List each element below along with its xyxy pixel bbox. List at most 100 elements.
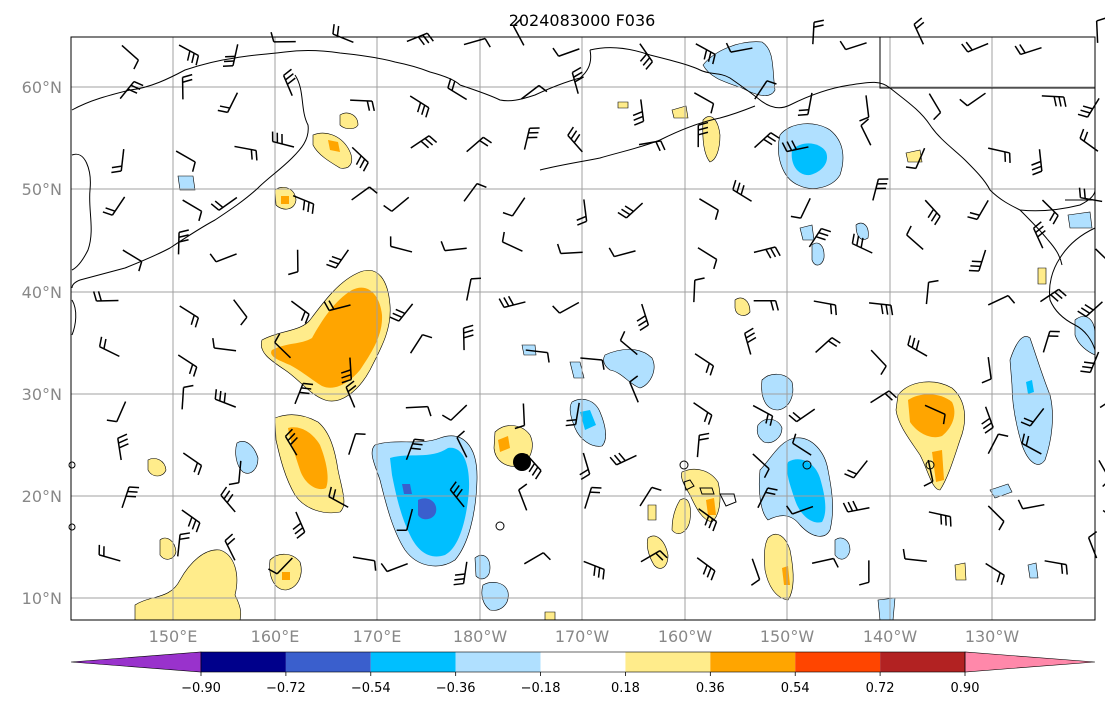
wind-barb: [870, 390, 898, 404]
wind-barb: [512, 18, 525, 46]
negative-anomaly-region: [989, 483, 1013, 499]
colorbar-segment: [540, 652, 626, 672]
negative-anomaly-core: [1026, 380, 1034, 394]
wind-barb: [396, 508, 414, 532]
latitude-label: 60°N: [22, 78, 62, 97]
map-title: 2024083000 F036: [509, 11, 656, 30]
wind-barb: [552, 47, 580, 57]
positive-anomaly-region: [1037, 267, 1047, 285]
colorbar-tick-label: −0.54: [351, 681, 391, 696]
wind-barb: [176, 532, 191, 557]
wind-barb: [177, 354, 198, 377]
wind-barb: [212, 338, 237, 352]
colorbar-tick-label: 0.18: [611, 681, 640, 696]
wind-barb: [498, 295, 526, 309]
wind-barb: [352, 556, 377, 571]
wind-barb: [502, 197, 526, 217]
wind-barb: [501, 231, 523, 252]
wind-barb: [345, 380, 357, 408]
wind-barb: [1080, 351, 1100, 374]
wind-barb: [913, 17, 925, 45]
wind-barb: [813, 300, 837, 316]
wind-barb: [447, 78, 468, 101]
wind-barb: [98, 544, 121, 562]
wind-barb: [791, 433, 812, 456]
coastline-hawaii: [683, 479, 737, 507]
wind-barb: [725, 42, 753, 53]
negative-anomaly-region: [877, 597, 896, 621]
wind-barb: [121, 486, 140, 509]
negative-anomaly-region: [834, 537, 851, 560]
negative-anomaly-region: [1009, 336, 1053, 465]
wind-barb: [576, 199, 588, 226]
colorbar-tick-label: 0.90: [951, 681, 980, 696]
wind-barb: [985, 562, 1005, 586]
coastlines: [68, 37, 1096, 531]
wind-barb: [860, 118, 872, 146]
wind-barb: [523, 127, 540, 150]
latitude-labels: 60°N 50°N 40°N 30°N 20°N 10°N: [22, 78, 62, 608]
wind-barb: [750, 558, 761, 586]
wind-barb: [521, 84, 548, 100]
coastline-alaska: [589, 47, 1096, 212]
positive-anomaly-region: [671, 498, 691, 534]
wind-barb: [326, 249, 350, 269]
wind-barb: [902, 548, 927, 562]
colorbar-tick-label: −0.72: [266, 681, 306, 696]
wind-barb: [274, 333, 292, 359]
wind-barb: [217, 92, 239, 114]
wind-barb: [580, 357, 605, 370]
wind-barb: [409, 95, 430, 118]
latitude-label: 30°N: [22, 385, 62, 404]
wind-barb: [1077, 301, 1103, 318]
wind-barb: [233, 299, 248, 326]
positive-anomaly-core: [932, 450, 944, 482]
wind-barb: [981, 406, 994, 434]
colorbar-segment: [455, 652, 541, 672]
wind-barb: [617, 202, 644, 219]
wind-barb: [639, 43, 654, 70]
wind-barb: [1044, 560, 1068, 575]
wind-barb: [182, 452, 203, 476]
wind-barb: [449, 481, 465, 508]
negative-anomaly-region: [799, 224, 815, 241]
colorbar-tick-label: 0.54: [781, 681, 810, 696]
wind-barb: [967, 199, 989, 221]
longitude-labels: 150°E 160°E 170°E 180°W 170°W 160°W 150°W 140°W…: [149, 627, 1020, 646]
wind-barb: [928, 93, 942, 121]
negative-anomaly-center: [402, 484, 412, 494]
wind-barb: [1014, 44, 1042, 56]
colorbar-tick-label: −0.36: [436, 681, 476, 696]
wind-barb: [181, 73, 193, 100]
wind-barb: [380, 562, 408, 573]
wind-barb: [925, 279, 939, 305]
positive-anomaly-core: [908, 394, 955, 438]
wind-barb: [222, 44, 239, 67]
wind-barb: [905, 147, 926, 170]
wind-barb: [785, 505, 814, 515]
wind-barb: [175, 150, 196, 172]
wind-barb: [228, 460, 242, 486]
wind-barb: [389, 236, 413, 253]
wind-barb: [870, 349, 887, 376]
wind-barb: [752, 404, 774, 426]
longitude-label: 140°W: [863, 627, 918, 646]
longitude-label: 150°W: [760, 627, 815, 646]
wind-barb: [907, 335, 928, 357]
wind-barb: [182, 199, 203, 222]
wind-barb: [406, 32, 434, 46]
wind-barb: [697, 121, 709, 148]
positive-anomaly-core: [271, 287, 383, 388]
wind-barb: [1099, 403, 1105, 409]
latitude-label: 10°N: [22, 589, 62, 608]
wind-barb: [844, 460, 868, 479]
wind-barb: [122, 249, 143, 272]
wind-barb: [609, 452, 637, 466]
wind-barb: [923, 459, 934, 487]
wind-barb: [697, 247, 718, 270]
coastline-japan: [71, 299, 77, 336]
positive-anomaly-core: [706, 498, 716, 515]
coastline-bering: [459, 49, 592, 102]
wind-barb: [556, 243, 583, 255]
